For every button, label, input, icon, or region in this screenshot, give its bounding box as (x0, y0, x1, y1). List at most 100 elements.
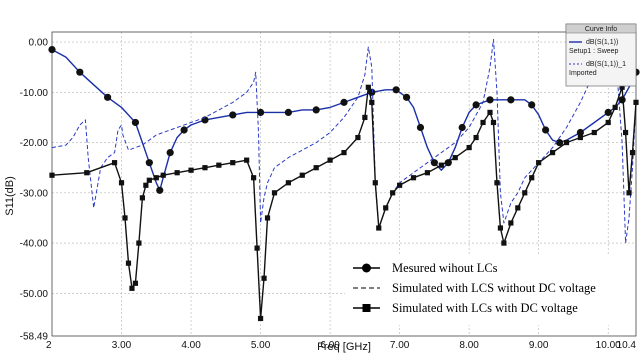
series-point (490, 119, 497, 126)
series-point (188, 167, 194, 173)
series-point (529, 175, 535, 181)
y-tick-labels: 0.00 -10.00 -20.00 -30.00 -40.00 -50.00 -58.49 (20, 38, 49, 343)
y-tick-label: -10.00 (20, 88, 49, 99)
series-point (146, 177, 152, 183)
series-point (84, 170, 90, 176)
series-point (166, 149, 174, 157)
legend-marker-measured (362, 263, 371, 273)
series-point (285, 180, 291, 186)
y-tick-label: -20.00 (20, 138, 49, 149)
series-point (118, 180, 125, 186)
x-tick-label: 6.00 (320, 340, 340, 351)
series-point (202, 165, 208, 171)
series-point (48, 45, 56, 54)
x-tick-label: 7.00 (390, 340, 410, 351)
series-point (619, 84, 625, 90)
series-point (257, 315, 264, 322)
series-point (604, 108, 612, 117)
series-point (49, 172, 55, 178)
series-point (174, 170, 180, 176)
series-point (515, 205, 521, 211)
series-point (424, 170, 431, 176)
series-point (576, 128, 584, 137)
series-point (132, 280, 139, 286)
series-point (341, 150, 347, 156)
series-3 (49, 84, 639, 322)
curve-info-entry-4: Imported (569, 70, 597, 77)
x-axis-title: Freq [GHz] (317, 341, 371, 353)
curve-info-box: Curve Info dB(S(1,1)) Setup1 : Sweep dB(… (565, 23, 637, 87)
series-point (473, 134, 479, 141)
series-point (528, 101, 536, 109)
series-point (605, 119, 611, 126)
series-point (577, 134, 583, 141)
series-point (145, 159, 153, 167)
series-point (284, 108, 292, 117)
x-tick-label: 8.00 (459, 340, 479, 351)
y-tick-label: -40.00 (20, 239, 49, 250)
x-tick-label: 4.00 (181, 340, 201, 351)
series-point (230, 160, 236, 166)
series-point (76, 68, 84, 76)
series-point (369, 99, 375, 105)
series-line (51, 39, 637, 244)
y-tick-label: -30.00 (20, 188, 49, 199)
series-point (480, 119, 486, 126)
series-point (160, 172, 166, 178)
series-point (229, 111, 237, 119)
series-point (271, 190, 278, 196)
series-point (340, 98, 348, 106)
legend-label-sim-dc: Simulated with LCs with DC voltage (392, 301, 578, 315)
series-point (139, 195, 145, 201)
series-point (312, 106, 320, 114)
series-point (256, 108, 265, 117)
series-point (251, 175, 257, 181)
series-point (264, 215, 271, 221)
y-axis-title: S11(dB) (4, 176, 16, 216)
series-point (549, 150, 556, 156)
curve-info-entry-3: dB(S(1,1))_1 (586, 61, 626, 68)
series-point (129, 285, 135, 291)
series-point (143, 182, 149, 188)
series-point (365, 84, 371, 90)
series-point (494, 180, 500, 186)
series-point (430, 159, 438, 167)
series-point (156, 186, 164, 194)
y-tick-label: -58.49 (20, 332, 49, 343)
series-point (466, 144, 472, 151)
series-point (390, 190, 396, 196)
y-tick-label: -50.00 (20, 289, 49, 300)
series-point (612, 104, 618, 110)
series-point (472, 101, 480, 109)
series-point (629, 150, 636, 156)
series-point (122, 215, 128, 221)
series-point (392, 86, 400, 94)
series-point (410, 175, 417, 181)
y-tick-label: 0.00 (29, 38, 49, 49)
series-2 (51, 39, 637, 244)
series-point (261, 275, 267, 281)
series-point (153, 175, 159, 181)
series-point (104, 93, 112, 101)
curve-info-entry-1: dB(S(1,1)) (586, 39, 618, 46)
series-point (458, 123, 466, 132)
x-tick-label: 2 (46, 340, 52, 351)
series-point (131, 118, 140, 127)
legend-label-measured: Mesured wihout LCs (392, 261, 498, 275)
series-point (402, 93, 411, 101)
series-point (299, 172, 305, 178)
legend-label-sim-no-dc: Simulated with LCS without DC voltage (392, 281, 596, 295)
series-point (216, 162, 222, 168)
series-point (536, 160, 542, 166)
series-point (452, 155, 458, 161)
x-tick-label: 5.00 (251, 340, 271, 351)
series-point (111, 160, 118, 166)
series-point (563, 139, 570, 146)
series-point (555, 138, 564, 147)
series-point (522, 190, 528, 196)
series-point (254, 245, 260, 251)
series-point (397, 182, 403, 188)
series-point (244, 157, 250, 163)
